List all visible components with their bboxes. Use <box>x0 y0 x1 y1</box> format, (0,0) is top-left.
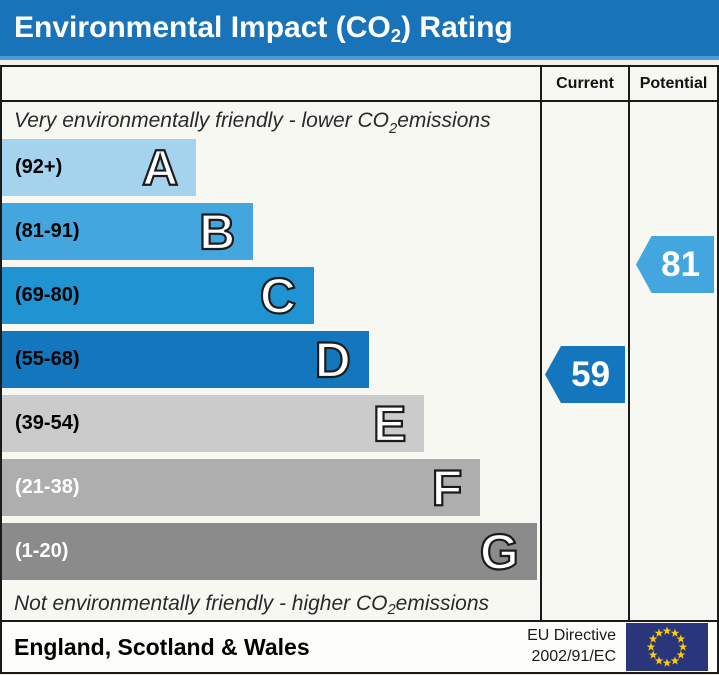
band-range-label: (55-68) <box>15 348 80 370</box>
band-bar: (55-68) D <box>2 331 369 388</box>
band-row-F: (21-38) F <box>2 459 540 523</box>
current-rating-cell: 59 <box>542 102 630 620</box>
bands-list: (92+) A (81-91) B (69-80) C (55-68) D (3… <box>2 139 540 587</box>
band-row-D: (55-68) D <box>2 331 540 395</box>
band-row-C: (69-80) C <box>2 267 540 331</box>
band-bar: (81-91) B <box>2 203 254 260</box>
eu-flag-icon <box>626 623 708 671</box>
chart-title-bar: Environmental Impact (CO 2) Rating <box>0 0 719 60</box>
band-letter: A <box>141 139 179 196</box>
band-letter: F <box>431 459 464 516</box>
band-range-label: (81-91) <box>15 220 80 242</box>
band-range-label: (69-80) <box>15 284 80 306</box>
footer-bar: England, Scotland & Wales EU Directive 2… <box>2 620 717 672</box>
band-bar: (39-54) E <box>2 395 425 452</box>
band-letter: G <box>479 523 520 580</box>
band-letter: D <box>314 331 352 388</box>
region-label: England, Scotland & Wales <box>14 633 310 660</box>
current-column-header: Current <box>542 67 630 102</box>
potential-rating-cell: 81 <box>630 102 717 620</box>
band-range-label: (39-54) <box>15 412 80 434</box>
potential-column-header: Potential <box>630 67 717 102</box>
band-bar: (1-20) G <box>2 523 537 580</box>
band-bar: (92+) A <box>2 139 197 196</box>
top-note: Very environmentally friendly - lower CO… <box>14 108 491 138</box>
band-range-label: (21-38) <box>15 476 80 498</box>
band-row-A: (92+) A <box>2 139 540 203</box>
band-row-G: (1-20) G <box>2 523 540 587</box>
band-range-label: (92+) <box>15 156 63 178</box>
band-letter: C <box>259 267 297 324</box>
rating-table: Current Potential Very environmentally f… <box>0 65 719 674</box>
band-row-E: (39-54) E <box>2 395 540 459</box>
main-column-header <box>2 67 542 102</box>
band-row-B: (81-91) B <box>2 203 540 267</box>
potential-rating-pointer: 81 <box>636 236 714 293</box>
eu-directive-label: EU Directive 2002/91/EC <box>527 627 616 665</box>
band-letter: B <box>198 203 236 260</box>
page-title: Environmental Impact (CO <box>14 11 391 44</box>
bands-area: Very environmentally friendly - lower CO… <box>2 102 542 620</box>
band-bar: (69-80) C <box>2 267 315 324</box>
bottom-note: Not environmentally friendly - higher CO… <box>14 591 490 619</box>
band-range-label: (1-20) <box>15 540 69 562</box>
current-rating-pointer: 59 <box>545 346 625 403</box>
band-bar: (21-38) F <box>2 459 481 516</box>
band-letter: E <box>372 395 408 452</box>
